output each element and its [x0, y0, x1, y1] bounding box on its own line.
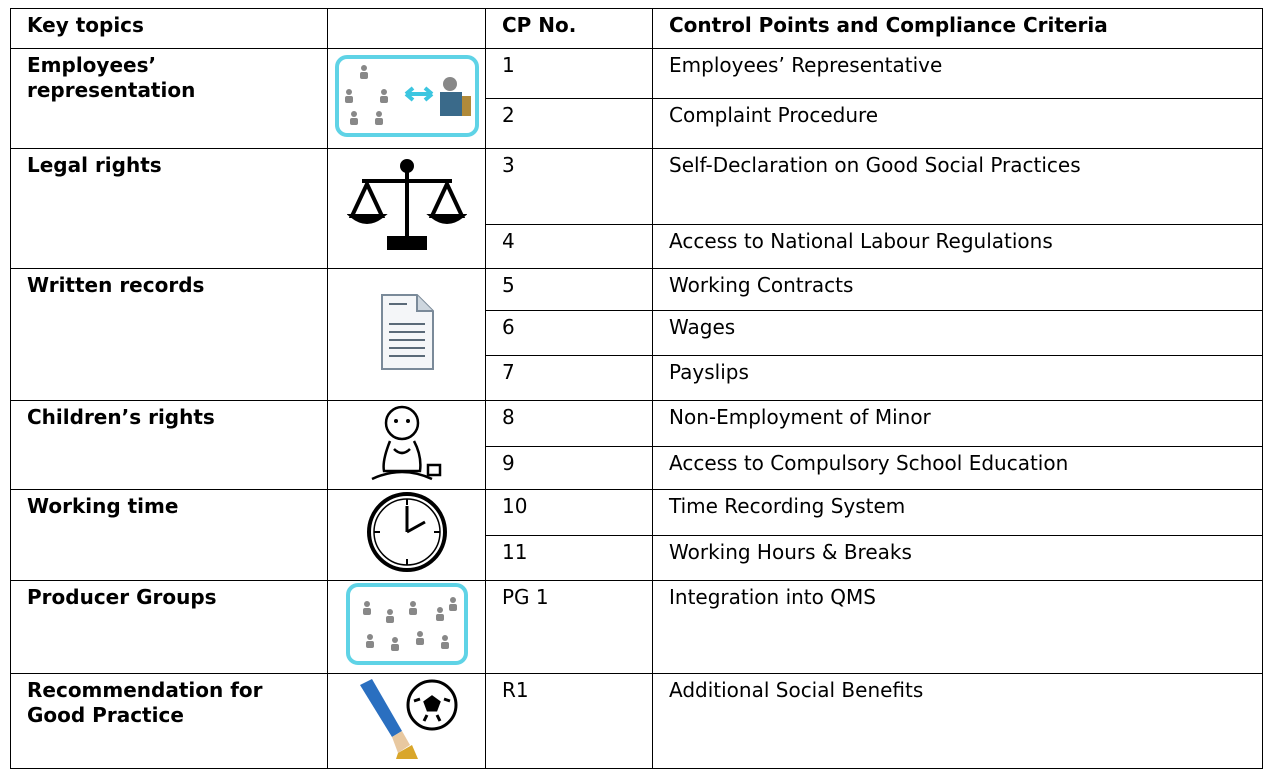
key-topic: Employees’ representation [10, 48, 328, 149]
topic-icon [327, 673, 486, 769]
cp-number: 10 [485, 489, 653, 536]
table-row: Producer Groups PG 1 Integration into QMS [10, 580, 1263, 674]
table-body: Employees’ representation 1 Employees’ Rep… [10, 48, 1263, 769]
criteria-text: Time Recording System [652, 489, 1263, 536]
topic-icon [327, 148, 486, 269]
key-topic: Legal rights [10, 148, 328, 269]
criteria-text: Payslips [652, 355, 1263, 401]
criteria-text: Access to Compulsory School Education [652, 445, 1263, 490]
cp-number: 9 [485, 445, 653, 490]
table-row: 4 Access to National Labour Regulations [11, 224, 1263, 269]
cp-number: 8 [485, 400, 653, 447]
table-row: 6 Wages [11, 310, 1263, 356]
icon [359, 679, 457, 759]
criteria-text: Access to National Labour Regulations [652, 224, 1263, 269]
icon [366, 492, 447, 572]
key-topic: Recommendation for Good Practice [10, 673, 328, 769]
cp-number: 4 [485, 224, 653, 269]
table-row: 11 Working Hours & Breaks [11, 535, 1263, 581]
table-row: Recommendation for Good Practice R1 Additi… [10, 673, 1263, 769]
icon [334, 54, 479, 137]
criteria-text: Complaint Procedure [652, 98, 1263, 149]
table-row: Working time 10 Time Recording System [10, 489, 1263, 581]
criteria-text: Working Contracts [652, 268, 1263, 311]
icon [345, 158, 468, 250]
key-topic: Children’s rights [10, 400, 328, 490]
cp-number: PG 1 [485, 580, 653, 674]
header-icon [327, 8, 486, 49]
criteria-text: Wages [652, 310, 1263, 356]
key-topic: Working time [10, 489, 328, 581]
criteria-text: Non-Employment of Minor [652, 400, 1263, 447]
table-row: Employees’ representation 1 Employees’ Rep… [10, 48, 1263, 149]
icon [345, 583, 468, 665]
cp-number: 11 [485, 535, 653, 581]
topic-icon [327, 580, 486, 674]
header-cp-no: CP No. [485, 8, 653, 49]
icon [370, 405, 441, 481]
table-row: 7 Payslips [11, 355, 1263, 401]
table-row: Written records 5 Working Contracts [10, 268, 1263, 401]
icon [380, 293, 434, 370]
topic-icon [327, 268, 486, 401]
header-row: Key topics CP No. Control Points and Com… [10, 8, 1263, 49]
criteria-text: Integration into QMS [652, 580, 1263, 674]
compliance-table: Key topics CP No. Control Points and Com… [10, 8, 1263, 769]
table-row: 2 Complaint Procedure [11, 98, 1263, 149]
header-key-topics: Key topics [10, 8, 328, 49]
cp-number: 2 [485, 98, 653, 149]
criteria-text: Employees’ Representative [652, 48, 1263, 99]
topic-icon [327, 400, 486, 490]
cp-number: 1 [485, 48, 653, 99]
criteria-text: Additional Social Benefits [652, 673, 1263, 769]
topic-icon [327, 489, 486, 581]
table-row: Children’s rights 8 Non-Employment of Mino… [10, 400, 1263, 490]
header-criteria: Control Points and Compliance Criteria [652, 8, 1263, 49]
key-topic: Written records [10, 268, 328, 401]
criteria-text: Self-Declaration on Good Social Practice… [652, 148, 1263, 225]
cp-number: R1 [485, 673, 653, 769]
key-topic: Producer Groups [10, 580, 328, 674]
cp-number: 3 [485, 148, 653, 225]
cp-number: 5 [485, 268, 653, 311]
cp-number: 6 [485, 310, 653, 356]
topic-icon [327, 48, 486, 149]
table-row: 9 Access to Compulsory School Education [11, 445, 1263, 490]
cp-number: 7 [485, 355, 653, 401]
criteria-text: Working Hours & Breaks [652, 535, 1263, 581]
table-row: Legal rights 3 Self-Declaration on Good So… [10, 148, 1263, 269]
